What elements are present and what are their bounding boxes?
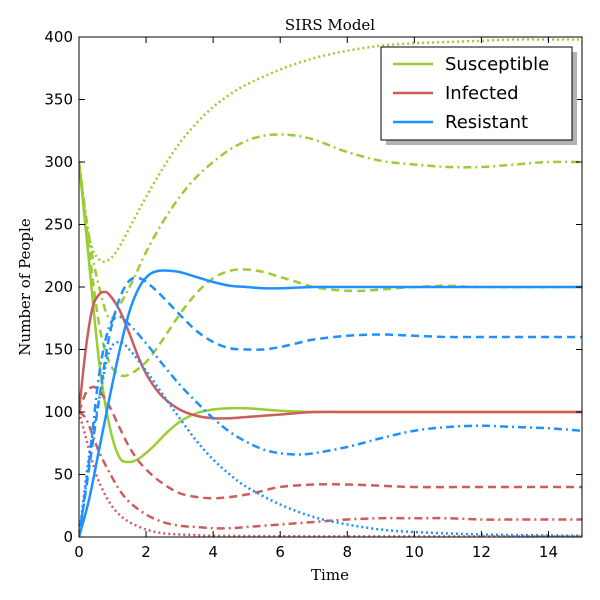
y-tick-label: 300 (44, 153, 73, 171)
series-susceptible-dashdot-line (79, 133, 582, 321)
series-infected-dotted-line (79, 411, 582, 537)
x-tick-label: 4 (208, 543, 218, 561)
legend-label-resistant: Resistant (445, 112, 528, 133)
y-tick-label: 0 (63, 528, 73, 546)
x-tick-label: 2 (141, 543, 151, 561)
series-resistant-dashed-line (79, 276, 582, 537)
series-susceptible-dashed-line (79, 161, 582, 378)
legend-label-susceptible: Susceptible (445, 54, 549, 75)
x-tick-label: 8 (342, 543, 352, 561)
x-tick-label: 10 (405, 543, 424, 561)
y-tick-label: 50 (54, 466, 73, 484)
series-resistant-solid-line (79, 269, 582, 537)
plot-lines (79, 38, 582, 537)
x-tick-label: 12 (472, 543, 491, 561)
y-tick-label: 350 (44, 91, 73, 109)
series-infected-dashdot-line (79, 411, 582, 530)
x-tick-label: 6 (275, 543, 285, 561)
x-tick-label: 0 (74, 543, 84, 561)
x-axis-label: Time (311, 566, 349, 584)
y-tick-label: 250 (44, 216, 73, 234)
x-tick-label: 14 (539, 543, 558, 561)
y-axis-label: Number of People (16, 218, 34, 356)
axis-ticks: 0 2 4 6 8 10 12 14 0 50 100 150 200 250 300 350 400 (44, 28, 582, 561)
series-resistant-dashdot-line (79, 315, 582, 537)
y-tick-label: 100 (44, 403, 73, 421)
legend: Susceptible Infected Resistant (380, 46, 577, 145)
series-susceptible-solid-line (79, 161, 582, 464)
chart-title: SIRS Model (285, 16, 375, 34)
y-tick-label: 150 (44, 341, 73, 359)
series-infected-solid-line (79, 290, 582, 420)
y-tick-label: 400 (44, 28, 73, 46)
series-susceptible-dotted-line (79, 38, 582, 263)
y-tick-label: 200 (44, 278, 73, 296)
series-resistant-dotted-line (79, 340, 582, 537)
series-infected-dashed-line (79, 385, 582, 500)
legend-label-infected: Infected (445, 83, 519, 104)
